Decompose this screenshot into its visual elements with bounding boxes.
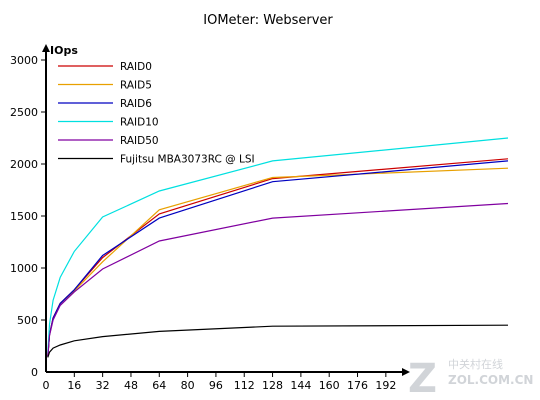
x-tick-label: 80 <box>181 379 195 392</box>
x-tick-label: 48 <box>124 379 138 392</box>
chart-title: IOMeter: Webserver <box>203 13 333 28</box>
x-tick-label: 144 <box>290 379 311 392</box>
y-tick-label: 1500 <box>10 210 38 223</box>
series-line-fujitsu-mba3073rc-lsi <box>47 324 509 358</box>
x-tick-label: 192 <box>375 379 396 392</box>
x-tick-label: 16 <box>67 379 81 392</box>
y-axis-label: IOps <box>50 44 78 57</box>
y-tick-label: 2500 <box>10 106 38 119</box>
x-tick-label: 176 <box>347 379 368 392</box>
y-tick-label: 3000 <box>10 54 38 67</box>
watermark-logo: Z 中关村在线 ZOL.COM.CN <box>408 356 533 400</box>
x-axis-arrow-icon <box>402 368 410 376</box>
x-tick-label: 160 <box>319 379 340 392</box>
x-tick-label: 112 <box>234 379 255 392</box>
series-line-raid6 <box>47 160 509 357</box>
y-axis-arrow-icon <box>42 44 50 52</box>
watermark-z-glyph: Z <box>408 356 437 400</box>
legend-label: RAID10 <box>120 117 159 129</box>
series-lines <box>47 137 509 358</box>
series-line-raid10 <box>47 137 509 354</box>
y-tick-label: 0 <box>31 366 38 379</box>
legend-label: Fujitsu MBA3073RC @ LSI <box>120 154 255 166</box>
legend-label: RAID5 <box>120 80 152 92</box>
legend: RAID0 RAID5 RAID6 RAID10 RAID50 Fujitsu MBA30… <box>58 61 255 166</box>
legend-label: RAID6 <box>120 98 152 110</box>
y-axis-ticks: 0 500 1000 1500 2000 2500 3000 <box>10 54 46 379</box>
x-tick-label: 96 <box>209 379 223 392</box>
watermark-cn: 中关村在线 <box>448 357 503 371</box>
legend-label: RAID0 <box>120 61 152 73</box>
chart-axes: IOps <box>42 44 410 376</box>
x-tick-label: 0 <box>43 379 50 392</box>
x-axis-ticks: 0 16 32 48 64 80 96 112 128 144 160 176 192 <box>43 372 396 392</box>
series-line-raid50 <box>47 202 509 357</box>
y-tick-label: 1000 <box>10 262 38 275</box>
y-tick-label: 500 <box>17 314 38 327</box>
x-tick-label: 64 <box>152 379 166 392</box>
legend-label: RAID50 <box>120 135 159 147</box>
y-tick-label: 2000 <box>10 158 38 171</box>
x-tick-label: 128 <box>262 379 283 392</box>
x-tick-label: 32 <box>96 379 110 392</box>
watermark-site: ZOL.COM.CN <box>448 373 533 387</box>
